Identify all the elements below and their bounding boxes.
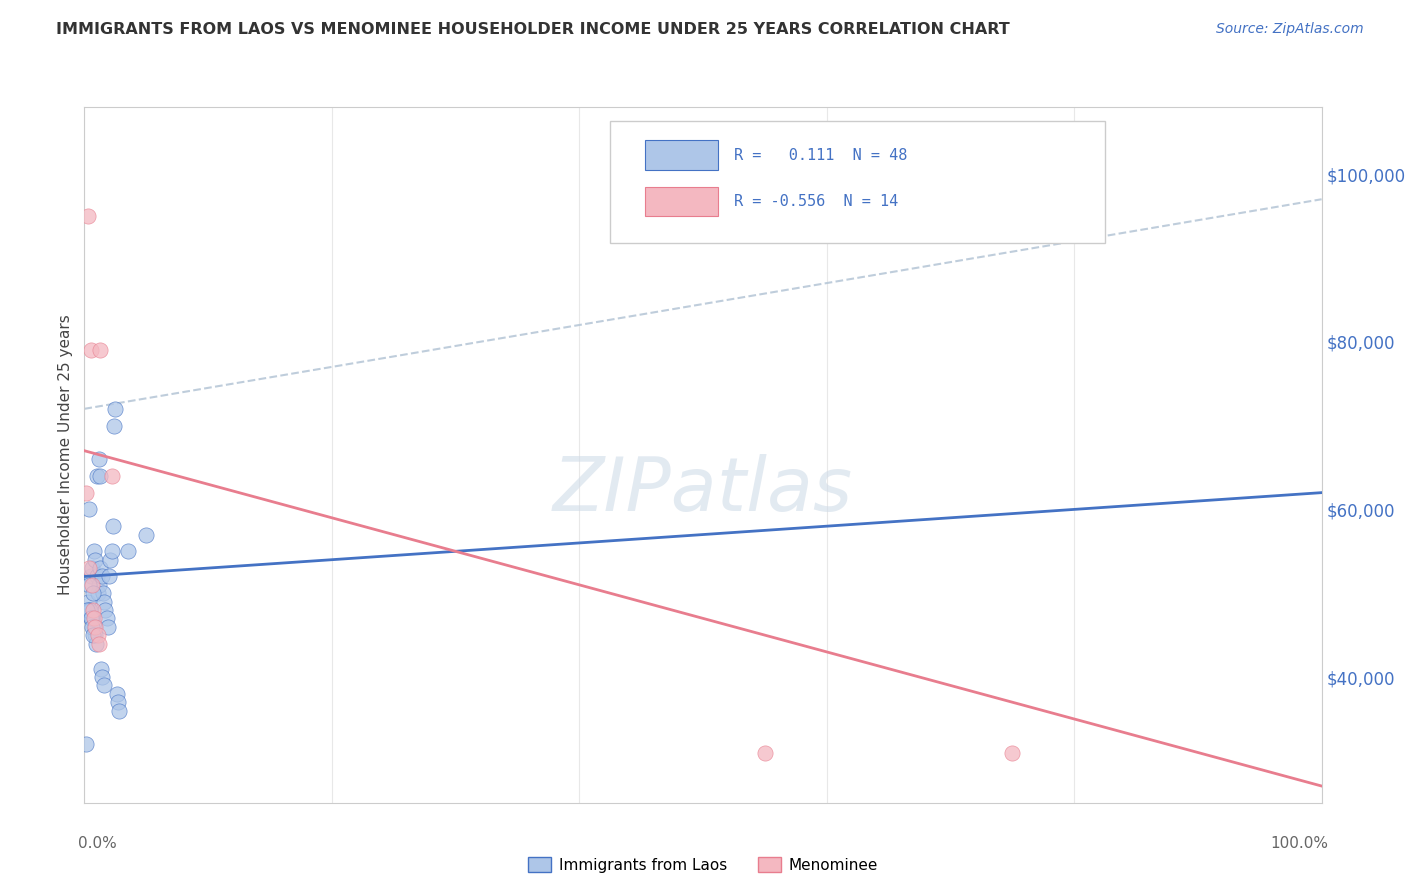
Text: Source: ZipAtlas.com: Source: ZipAtlas.com [1216, 22, 1364, 37]
Point [100, 468, 122, 483]
Point [84, 636, 107, 650]
Point [82, 611, 104, 625]
Point [83, 611, 105, 625]
Point [89, 636, 111, 650]
Point [87, 452, 110, 467]
Y-axis label: Householder Income Under 25 years: Householder Income Under 25 years [58, 315, 73, 595]
Point [83, 544, 105, 558]
Point [91, 670, 114, 684]
Point [93, 594, 115, 608]
Text: IMMIGRANTS FROM LAOS VS MENOMINEE HOUSEHOLDER INCOME UNDER 25 YEARS CORRELATION : IMMIGRANTS FROM LAOS VS MENOMINEE HOUSEH… [56, 22, 1010, 37]
Point [87, 586, 110, 600]
Point [80, 578, 103, 592]
Point [77, 502, 100, 516]
FancyBboxPatch shape [610, 121, 1105, 243]
Point [87, 628, 110, 642]
Point [75, 737, 97, 751]
Point [108, 704, 131, 718]
Point [86, 468, 108, 483]
Point [79, 611, 101, 625]
Point [89, 578, 111, 592]
FancyBboxPatch shape [645, 140, 718, 169]
Point [82, 586, 104, 600]
Legend: Immigrants from Laos, Menominee: Immigrants from Laos, Menominee [522, 850, 884, 879]
Point [77, 603, 100, 617]
Point [76, 603, 98, 617]
Point [89, 561, 111, 575]
Point [94, 603, 117, 617]
Point [83, 628, 105, 642]
Point [1001, 746, 1024, 760]
Point [89, 343, 111, 358]
Point [104, 401, 127, 416]
Point [77, 209, 100, 223]
Point [80, 561, 103, 575]
Point [98, 569, 121, 583]
Point [80, 620, 103, 634]
Point [79, 603, 101, 617]
Point [89, 468, 111, 483]
Text: R = -0.556  N = 14: R = -0.556 N = 14 [734, 194, 898, 209]
Point [117, 544, 139, 558]
FancyBboxPatch shape [645, 187, 718, 216]
Point [135, 527, 157, 541]
Point [79, 569, 101, 583]
Point [103, 418, 125, 433]
Point [79, 343, 101, 358]
Point [82, 603, 104, 617]
Text: 100.0%: 100.0% [1270, 837, 1327, 851]
Point [84, 552, 107, 566]
Point [98, 552, 121, 566]
Point [90, 569, 112, 583]
Point [75, 485, 97, 500]
Point [100, 544, 122, 558]
Point [101, 519, 124, 533]
Point [90, 662, 112, 676]
Text: 0.0%: 0.0% [79, 837, 117, 851]
Point [79, 561, 101, 575]
Point [77, 594, 100, 608]
Text: ZIPatlas: ZIPatlas [553, 454, 853, 525]
Point [97, 620, 120, 634]
Point [86, 569, 108, 583]
Point [105, 687, 128, 701]
Point [93, 678, 115, 692]
Point [754, 746, 776, 760]
Point [79, 578, 101, 592]
Point [80, 611, 103, 625]
Point [91, 586, 114, 600]
Point [83, 620, 105, 634]
Point [84, 620, 107, 634]
Point [107, 695, 129, 709]
Point [82, 628, 104, 642]
Point [76, 603, 98, 617]
Point [96, 611, 118, 625]
Text: R =   0.111  N = 48: R = 0.111 N = 48 [734, 147, 907, 162]
